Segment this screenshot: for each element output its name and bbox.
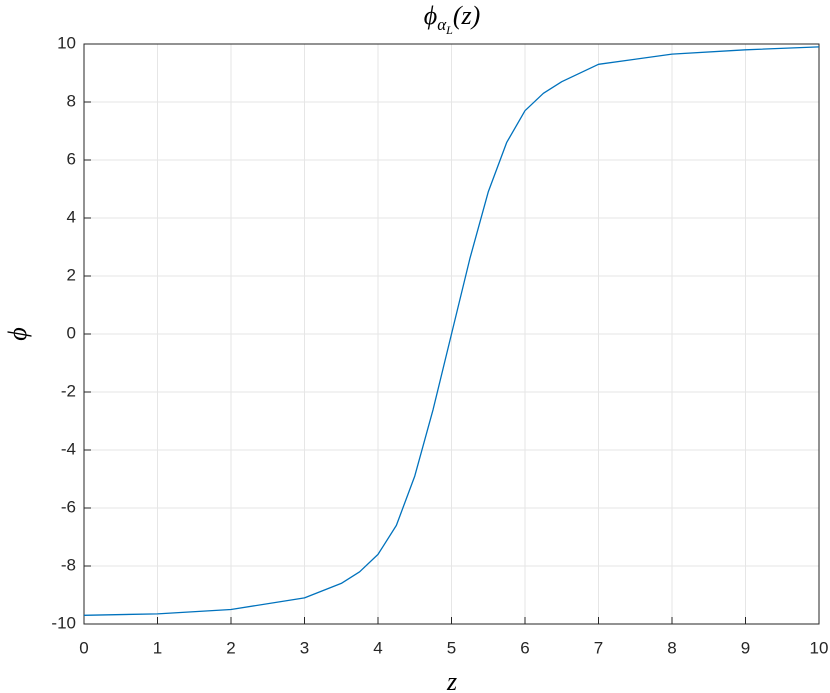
x-tick-label: 7 [594,638,603,657]
y-tick-label: 0 [67,323,76,342]
y-tick-label: 2 [67,265,76,284]
x-tick-label: 10 [810,638,829,657]
y-tick-label: -10 [51,613,76,632]
y-tick-label: -6 [61,497,76,516]
x-tick-label: 2 [226,638,235,657]
y-tick-label: -8 [61,555,76,574]
x-axis-label: z [446,667,457,693]
x-tick-label: 8 [667,638,676,657]
y-tick-label: 6 [67,149,76,168]
title-rest: (z) [453,1,480,30]
x-tick-label: 5 [447,638,456,657]
plot-frame [83,43,820,625]
title-subscript: α [437,15,447,34]
x-tick-label: 0 [79,638,88,657]
y-tick-label: 10 [57,33,76,52]
x-tick-label: 9 [741,638,750,657]
chart-title: ϕαL(z) [424,1,481,37]
x-tick-label: 1 [153,638,162,657]
x-tick-label: 6 [520,638,529,657]
y-tick-label: -2 [61,381,76,400]
y-axis-label: ϕ [3,327,32,340]
title-base: ϕ [424,1,437,30]
y-tick-label: 8 [67,91,76,110]
x-tick-label: 3 [300,638,309,657]
y-tick-label: 4 [67,207,76,226]
title-subsubscript: L [445,23,453,37]
x-tick-label: 4 [373,638,382,657]
y-tick-label: -4 [61,439,76,458]
data-line [83,46,820,616]
